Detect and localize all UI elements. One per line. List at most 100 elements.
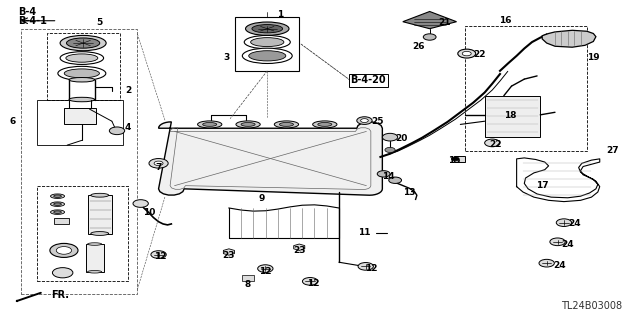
Circle shape — [388, 177, 401, 183]
Circle shape — [360, 119, 368, 122]
Circle shape — [303, 278, 318, 285]
Text: 24: 24 — [553, 261, 566, 270]
Ellipse shape — [54, 211, 61, 213]
Bar — [21, 29, 138, 294]
Polygon shape — [542, 30, 596, 47]
Text: 12: 12 — [259, 267, 271, 276]
Circle shape — [50, 243, 78, 257]
Text: 25: 25 — [371, 117, 383, 126]
Circle shape — [149, 159, 168, 168]
Circle shape — [385, 147, 395, 152]
Text: 22: 22 — [474, 50, 486, 59]
Ellipse shape — [249, 51, 286, 61]
Ellipse shape — [318, 122, 332, 126]
Text: 10: 10 — [143, 208, 155, 217]
Text: 3: 3 — [224, 53, 230, 62]
Circle shape — [382, 133, 397, 141]
Text: 5: 5 — [96, 18, 102, 27]
Ellipse shape — [64, 69, 99, 78]
Text: 11: 11 — [358, 228, 371, 237]
Text: 17: 17 — [536, 181, 548, 190]
Text: 27: 27 — [606, 146, 619, 155]
Circle shape — [56, 247, 72, 254]
Bar — [484, 96, 540, 137]
Ellipse shape — [243, 48, 292, 63]
Polygon shape — [294, 244, 305, 250]
Text: 20: 20 — [396, 134, 408, 143]
Circle shape — [358, 263, 373, 270]
Ellipse shape — [54, 195, 61, 197]
Bar — [54, 218, 69, 224]
Circle shape — [377, 171, 390, 177]
Ellipse shape — [88, 243, 102, 245]
Bar — [47, 33, 120, 100]
Text: B-4-20: B-4-20 — [350, 75, 386, 85]
Ellipse shape — [88, 271, 102, 273]
Bar — [37, 100, 123, 145]
Text: 23: 23 — [223, 251, 235, 260]
Text: 21: 21 — [438, 19, 451, 27]
Ellipse shape — [54, 203, 61, 205]
Circle shape — [356, 117, 372, 124]
Circle shape — [539, 259, 554, 267]
Circle shape — [423, 34, 436, 40]
Text: 7: 7 — [156, 163, 162, 172]
Circle shape — [556, 219, 572, 226]
Circle shape — [133, 200, 148, 207]
Text: 16: 16 — [499, 16, 511, 25]
Ellipse shape — [252, 25, 283, 33]
Bar — [37, 186, 128, 281]
Polygon shape — [223, 249, 234, 255]
Ellipse shape — [241, 122, 255, 126]
Text: B-4-1: B-4-1 — [18, 16, 47, 26]
Text: 8: 8 — [245, 280, 252, 289]
Ellipse shape — [91, 232, 109, 235]
Ellipse shape — [51, 202, 65, 206]
Text: 1: 1 — [277, 10, 283, 19]
Bar — [465, 26, 587, 151]
Text: 9: 9 — [259, 194, 266, 203]
Text: B-4: B-4 — [18, 7, 36, 17]
Circle shape — [52, 268, 73, 278]
Text: 23: 23 — [293, 246, 305, 255]
Bar — [88, 195, 112, 234]
Circle shape — [154, 161, 163, 166]
Text: 18: 18 — [504, 111, 516, 120]
Text: TL24B03008: TL24B03008 — [561, 300, 623, 311]
Text: 24: 24 — [568, 219, 580, 228]
Bar — [64, 108, 96, 124]
Bar — [454, 156, 465, 162]
Circle shape — [109, 127, 125, 135]
Text: 24: 24 — [561, 240, 574, 249]
Text: 19: 19 — [587, 53, 600, 62]
Ellipse shape — [58, 66, 106, 80]
Text: 15: 15 — [448, 156, 460, 165]
Bar — [86, 244, 104, 272]
Circle shape — [151, 251, 166, 258]
Ellipse shape — [251, 38, 284, 47]
Text: 6: 6 — [10, 117, 16, 126]
Ellipse shape — [91, 193, 109, 197]
Ellipse shape — [313, 121, 337, 128]
Ellipse shape — [198, 121, 222, 128]
Ellipse shape — [246, 22, 289, 35]
Text: 14: 14 — [383, 172, 395, 181]
Text: 12: 12 — [307, 279, 319, 288]
Ellipse shape — [51, 210, 65, 214]
Ellipse shape — [69, 97, 95, 102]
Text: 12: 12 — [365, 264, 377, 273]
Ellipse shape — [203, 122, 217, 126]
Circle shape — [258, 265, 273, 272]
Circle shape — [550, 238, 565, 246]
Bar — [236, 17, 300, 71]
Ellipse shape — [280, 122, 294, 126]
Text: 13: 13 — [403, 188, 415, 197]
Ellipse shape — [60, 52, 104, 64]
Circle shape — [484, 139, 500, 147]
Text: 26: 26 — [413, 42, 425, 51]
Circle shape — [451, 157, 459, 161]
Text: FR.: FR. — [51, 290, 69, 300]
Text: 12: 12 — [154, 252, 166, 261]
Ellipse shape — [67, 38, 100, 48]
Text: 2: 2 — [125, 86, 131, 95]
